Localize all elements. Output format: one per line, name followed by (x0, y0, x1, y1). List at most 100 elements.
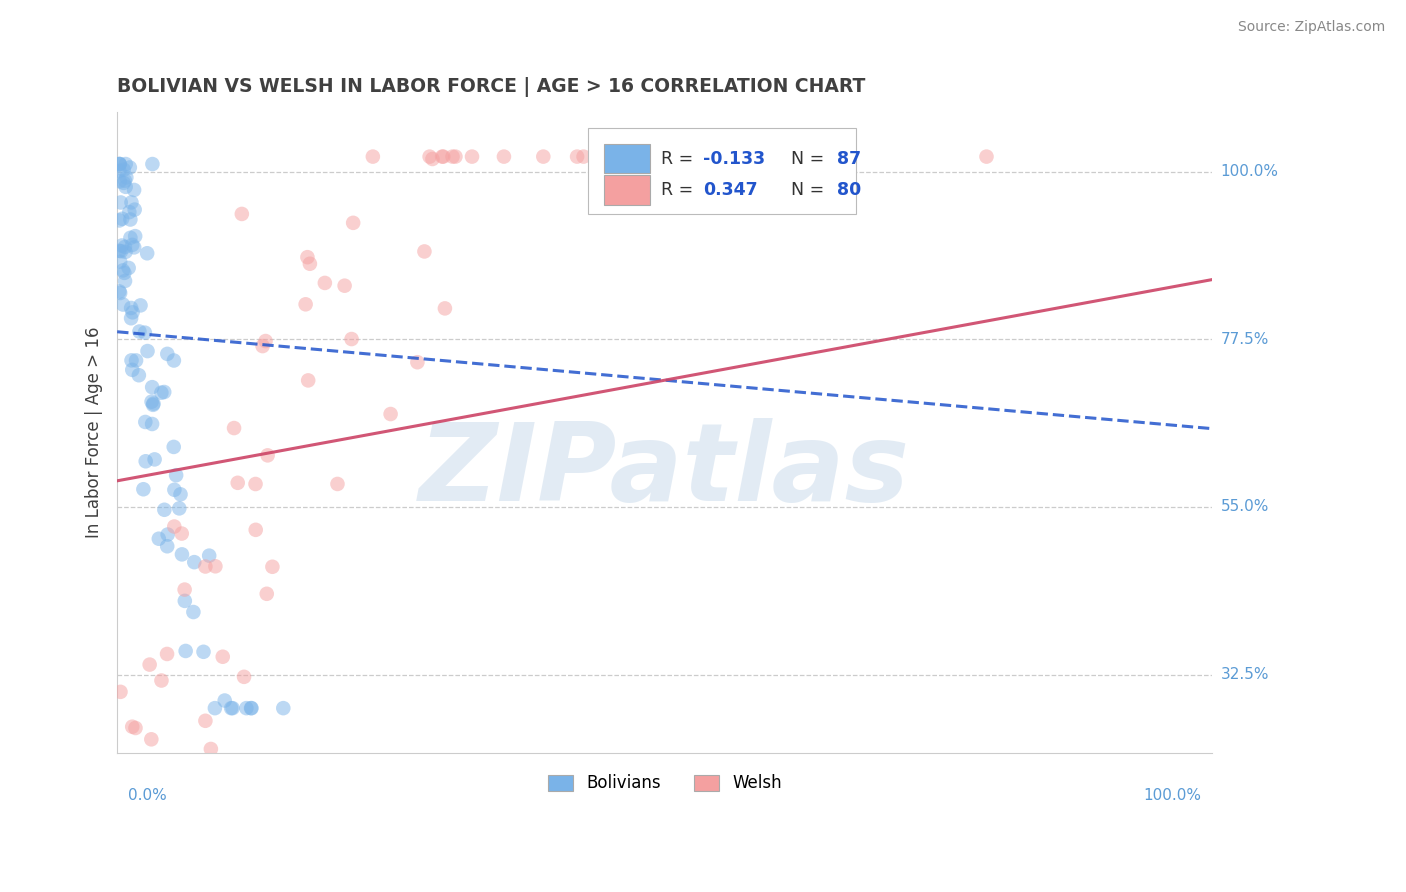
Point (430, 150, 453, 164)
Point (297, 250, 319, 264)
Point (111, 297, 134, 311)
FancyBboxPatch shape (605, 144, 651, 173)
Point (132, 482, 155, 496)
Point (125, 353, 148, 368)
Point (112, 176, 135, 190)
Point (256, 448, 278, 462)
Point (122, 183, 145, 197)
Point (361, 150, 384, 164)
Point (141, 417, 163, 431)
Point (149, 775, 172, 789)
Point (141, 380, 163, 394)
Point (110, 775, 132, 789)
Point (205, 775, 228, 789)
Point (141, 157, 163, 171)
Point (156, 539, 179, 553)
Point (211, 649, 233, 664)
Point (224, 775, 246, 789)
Legend: Bolivians, Welsh: Bolivians, Welsh (541, 768, 789, 799)
Point (221, 701, 243, 715)
Text: Source: ZipAtlas.com: Source: ZipAtlas.com (1237, 20, 1385, 34)
Point (128, 368, 150, 383)
FancyBboxPatch shape (588, 128, 856, 214)
Point (122, 240, 145, 254)
Point (183, 555, 205, 569)
Point (110, 195, 132, 210)
Point (142, 396, 165, 410)
Point (108, 254, 131, 268)
Point (125, 775, 148, 789)
Text: 100.0%: 100.0% (1220, 164, 1278, 179)
Point (148, 532, 170, 546)
Point (433, 301, 456, 316)
Point (163, 519, 186, 533)
Point (121, 305, 143, 319)
Point (174, 644, 197, 658)
Point (156, 527, 179, 541)
Point (120, 231, 142, 245)
Point (696, 150, 718, 164)
Point (198, 549, 221, 563)
Point (240, 701, 263, 715)
Point (134, 415, 156, 429)
Point (170, 775, 193, 789)
Point (118, 205, 141, 219)
Point (121, 363, 143, 377)
Point (262, 559, 284, 574)
Point (114, 240, 136, 254)
Point (112, 266, 135, 280)
Point (108, 285, 131, 299)
Point (406, 355, 429, 369)
Point (235, 701, 257, 715)
Point (143, 452, 166, 467)
Point (128, 325, 150, 339)
Point (124, 229, 146, 244)
Point (163, 483, 186, 497)
Point (170, 526, 193, 541)
Text: 100.0%: 100.0% (1143, 789, 1201, 803)
Text: 0.347: 0.347 (703, 181, 758, 199)
Point (226, 475, 249, 490)
Point (193, 645, 215, 659)
Point (183, 605, 205, 619)
Point (114, 157, 136, 171)
Point (461, 150, 484, 164)
Point (153, 775, 176, 789)
Point (150, 775, 173, 789)
Point (245, 477, 267, 491)
Point (176, 775, 198, 789)
Point (114, 274, 136, 288)
Point (108, 157, 131, 171)
Text: 87: 87 (837, 150, 860, 168)
Point (785, 150, 807, 164)
Point (627, 150, 650, 164)
Point (129, 298, 152, 312)
Point (121, 195, 143, 210)
Point (141, 732, 163, 747)
Point (110, 244, 132, 259)
Point (125, 775, 148, 789)
Point (804, 150, 827, 164)
Point (118, 260, 141, 275)
Point (297, 373, 319, 387)
Point (111, 211, 134, 226)
Text: 80: 80 (837, 181, 860, 199)
Point (149, 775, 172, 789)
Point (214, 693, 236, 707)
Point (120, 212, 142, 227)
Point (150, 673, 173, 688)
Point (110, 775, 132, 789)
Point (114, 244, 136, 259)
Point (138, 657, 160, 672)
Point (294, 297, 316, 311)
Point (112, 162, 135, 177)
Text: R =: R = (661, 150, 699, 168)
Point (135, 454, 157, 468)
Point (163, 440, 186, 454)
Text: -0.133: -0.133 (703, 150, 765, 168)
Point (598, 150, 620, 164)
Point (298, 257, 321, 271)
Point (233, 670, 256, 684)
Point (531, 150, 554, 164)
Point (432, 150, 454, 164)
